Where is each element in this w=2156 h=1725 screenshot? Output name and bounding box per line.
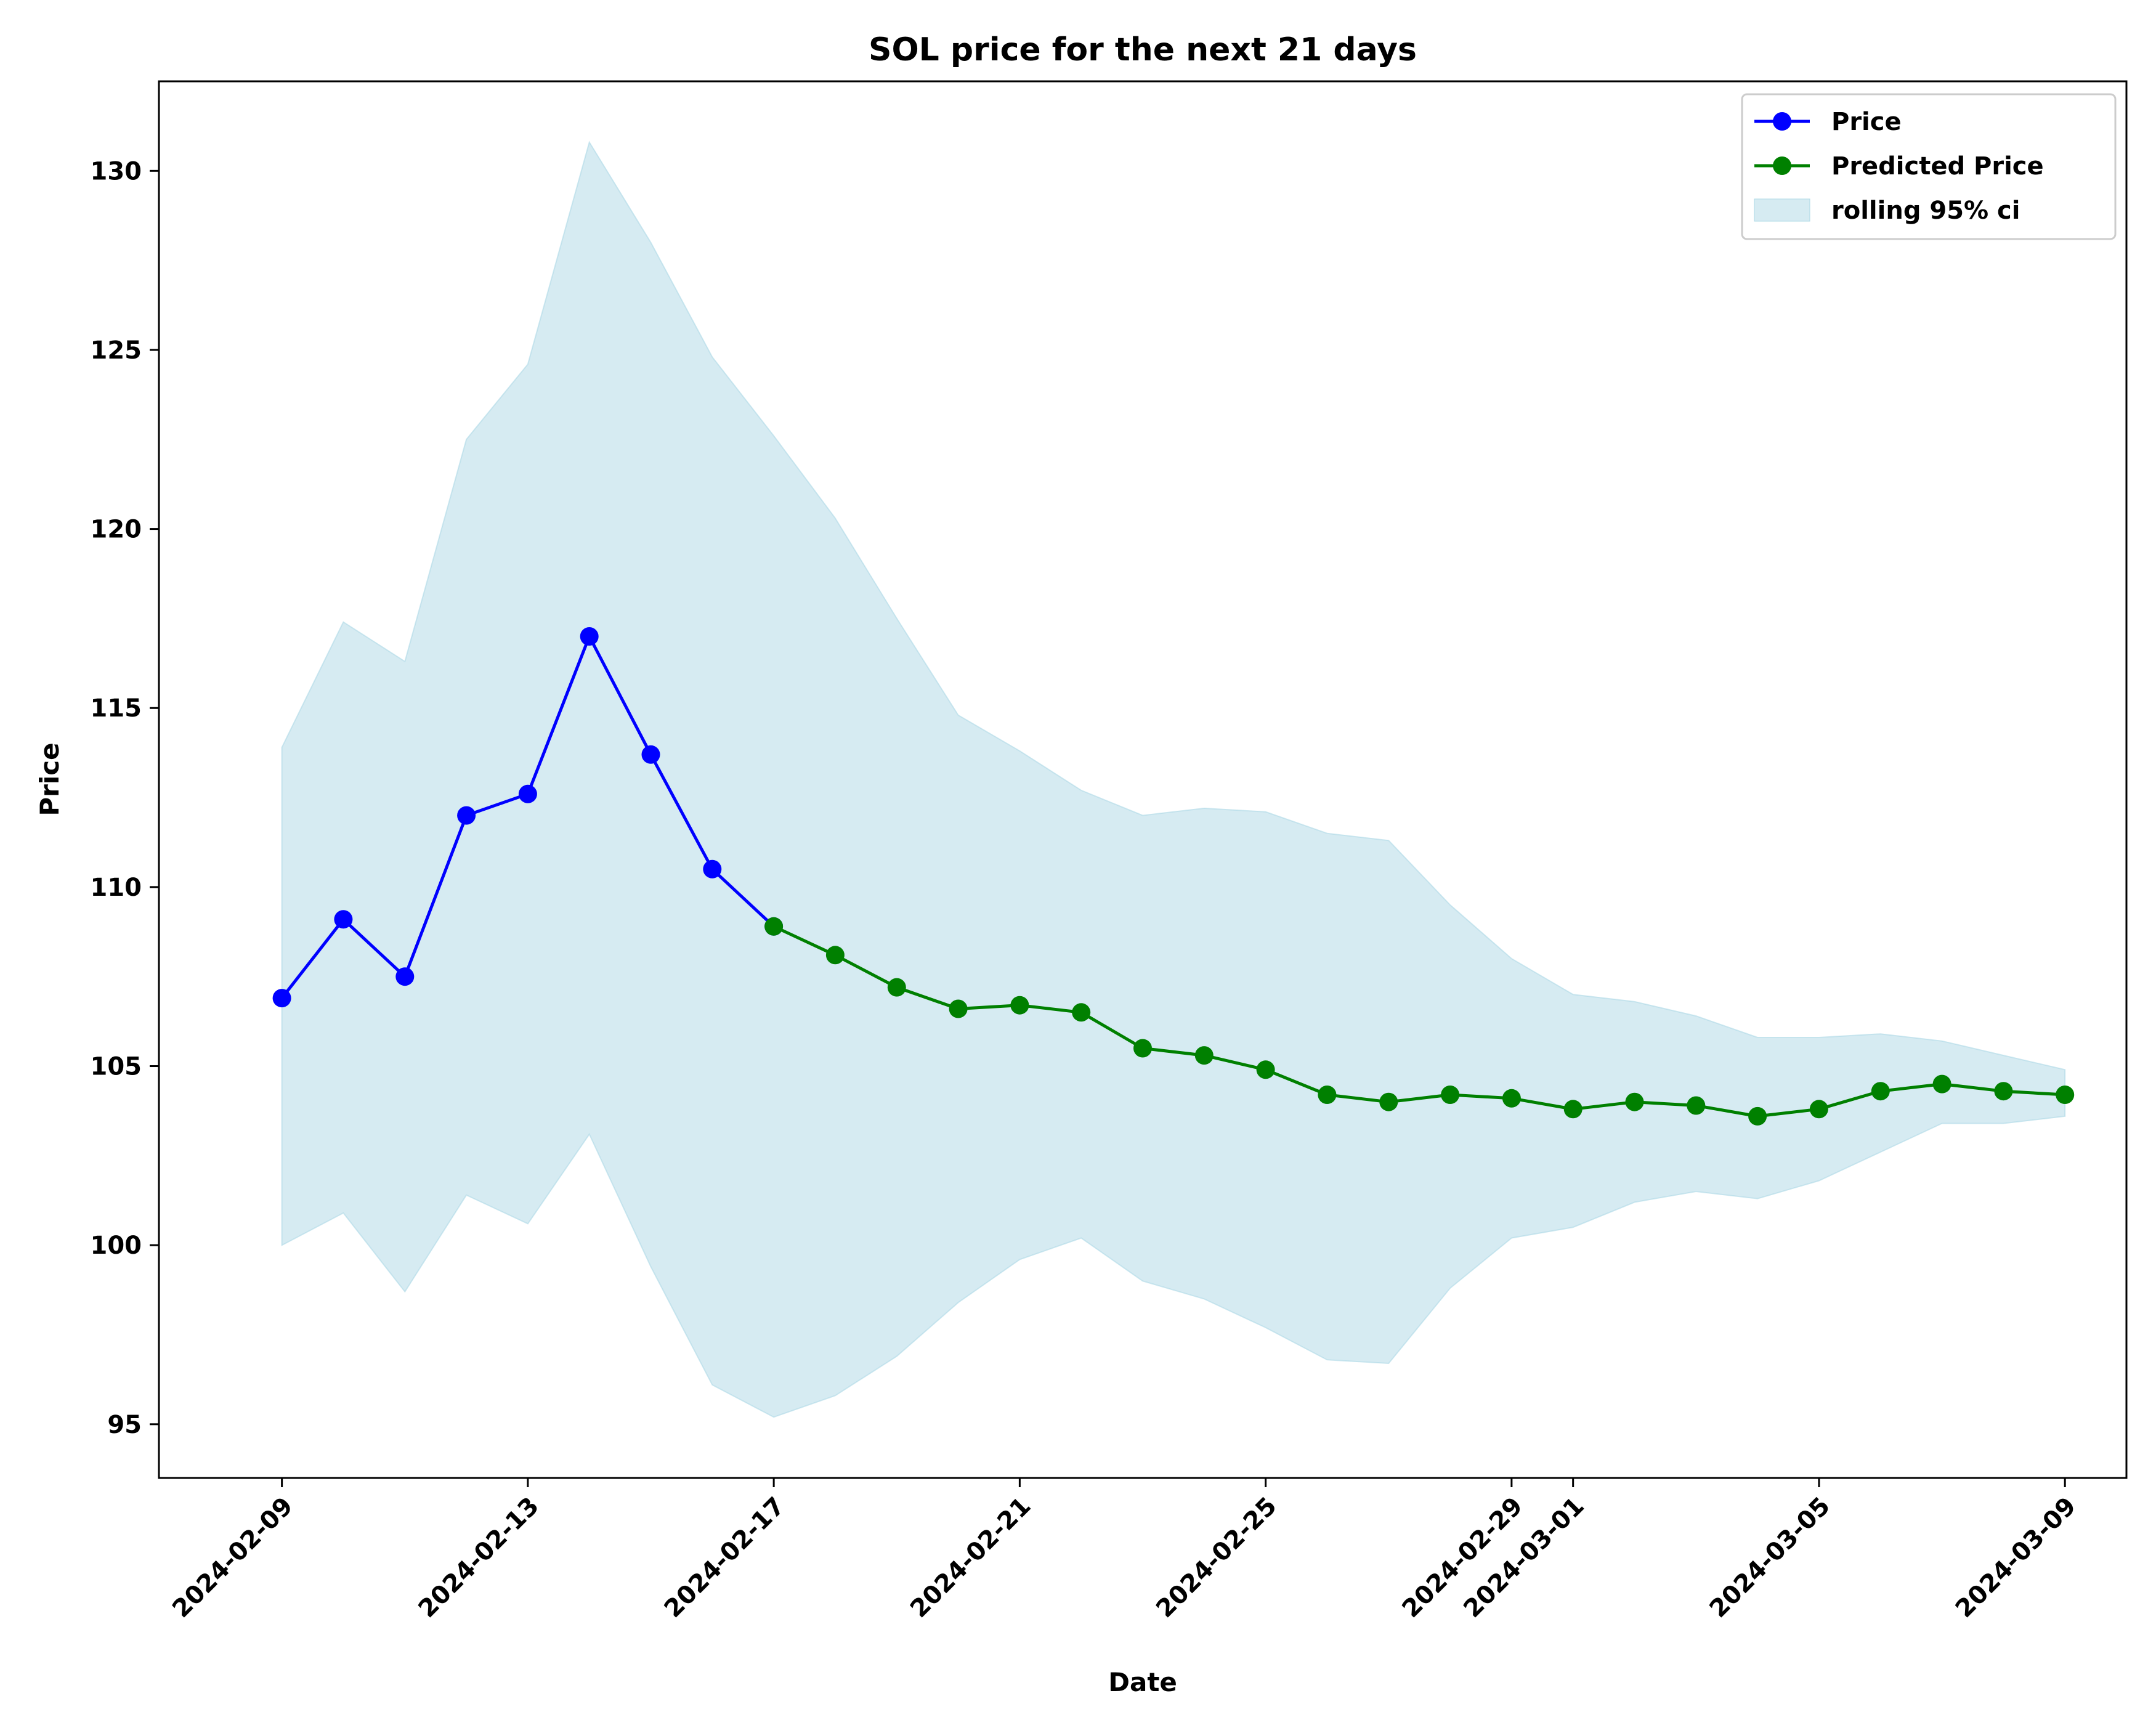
legend-label-price: Price <box>1831 108 1902 136</box>
series-layer <box>272 627 2075 1126</box>
legend-marker-predicted-price <box>1773 156 1791 175</box>
chart-title: SOL price for the next 21 days <box>869 31 1417 68</box>
legend-label-rolling-95-ci: rolling 95% ci <box>1831 197 2020 225</box>
data-point-predicted-price <box>1194 1046 1214 1065</box>
y-tick-label: 110 <box>91 874 142 902</box>
data-point-predicted-price <box>1072 1003 1091 1022</box>
legend-marker-price <box>1773 112 1791 131</box>
data-point-predicted-price <box>1809 1100 1828 1119</box>
y-tick-label: 100 <box>91 1232 142 1260</box>
data-point-predicted-price <box>1625 1092 1644 1111</box>
y-axis-label: Price <box>34 742 65 816</box>
plot-frame <box>158 80 2128 1479</box>
data-point-predicted-price <box>1379 1092 1398 1111</box>
data-point-price <box>457 806 476 825</box>
data-point-price <box>518 784 537 803</box>
y-tick-label: 105 <box>91 1053 142 1081</box>
confidence-band <box>281 140 2066 1418</box>
data-point-predicted-price <box>764 917 784 936</box>
y-tick-label: 130 <box>91 157 142 185</box>
data-point-predicted-price <box>1932 1074 1951 1094</box>
x-axis-label: Date <box>1108 1667 1177 1697</box>
legend-label-predicted-price: Predicted Price <box>1831 152 2044 181</box>
data-point-predicted-price <box>1010 996 1029 1015</box>
data-point-price <box>641 745 660 764</box>
y-tick-label: 120 <box>91 516 142 544</box>
confidence-band-layer <box>281 140 2066 1418</box>
data-point-predicted-price <box>1133 1039 1152 1058</box>
data-point-price <box>580 627 599 646</box>
data-point-price <box>395 967 415 986</box>
data-point-predicted-price <box>1502 1089 1521 1108</box>
data-point-predicted-price <box>2056 1086 2075 1104</box>
data-point-predicted-price <box>1563 1100 1583 1119</box>
series-line-predicted-price <box>773 925 2065 1118</box>
data-point-predicted-price <box>825 946 845 965</box>
series-predicted-price <box>764 917 2075 1126</box>
series-price <box>272 627 784 1008</box>
data-point-predicted-price <box>1748 1106 1767 1126</box>
data-point-predicted-price <box>1318 1086 1337 1104</box>
y-axis: 95 100 105 110 115 120 125 130 <box>91 157 159 1439</box>
data-point-predicted-price <box>887 978 906 997</box>
y-tick-label: 95 <box>107 1411 142 1439</box>
data-point-predicted-price <box>1871 1082 1890 1101</box>
data-point-predicted-price <box>1687 1096 1706 1115</box>
data-point-predicted-price <box>1994 1082 2013 1101</box>
data-point-predicted-price <box>1256 1060 1275 1079</box>
legend-box <box>1741 93 2117 240</box>
legend-swatch-rolling-95-ci <box>1754 198 1810 222</box>
legend: Price Predicted Price rolling 95% ci <box>1741 93 2117 240</box>
y-tick-label: 115 <box>91 694 142 723</box>
data-point-price <box>334 910 353 929</box>
y-tick-label: 125 <box>91 336 142 365</box>
data-point-predicted-price <box>1441 1086 1460 1104</box>
data-point-predicted-price <box>949 999 968 1018</box>
data-point-price <box>703 859 722 879</box>
data-point-price <box>272 989 291 1008</box>
